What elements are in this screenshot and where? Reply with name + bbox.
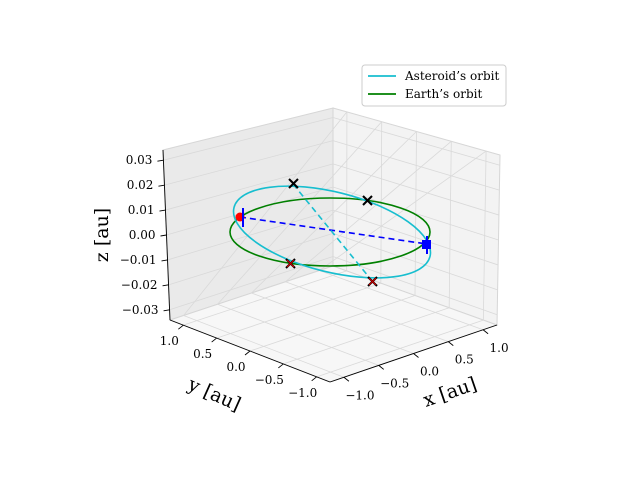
grid-line-z-left bbox=[167, 209, 334, 261]
z-tick-mark bbox=[157, 159, 164, 162]
y-tick-mark bbox=[178, 324, 184, 330]
marker-x-left-red bbox=[286, 259, 295, 268]
grid-line-y bbox=[183, 270, 347, 326]
z-tick-label: 0.00 bbox=[129, 228, 156, 242]
z-tick-label: 0.03 bbox=[126, 153, 153, 167]
grid-line-z-right bbox=[332, 163, 500, 216]
grid-line-x-back bbox=[251, 131, 417, 294]
dashed-lines bbox=[239, 183, 428, 283]
x-tick-mark bbox=[378, 365, 384, 370]
y-tick-label: −0.5 bbox=[255, 373, 284, 387]
legend-label-earth: Earth’s orbit bbox=[405, 87, 482, 101]
y-axis-label: y [au] bbox=[184, 373, 244, 416]
legend-box bbox=[361, 64, 507, 107]
grid-line-y bbox=[216, 282, 381, 339]
z-tick-label: −0.02 bbox=[121, 278, 158, 292]
marker-x-top bbox=[288, 178, 299, 189]
y-tick-mark bbox=[211, 337, 217, 343]
asteroid-orbit-line bbox=[232, 185, 432, 279]
cyan-dashed-line bbox=[292, 183, 374, 283]
y-tick-mark bbox=[244, 350, 251, 356]
legend: Asteroid’s orbit Earth’s orbit bbox=[361, 64, 507, 107]
z-tick-label: 0.01 bbox=[128, 203, 155, 217]
grid-line-z-left bbox=[168, 232, 334, 286]
grid-line-z-left bbox=[163, 117, 334, 161]
z-tick-mark bbox=[163, 309, 170, 312]
grid-line-z-right bbox=[332, 232, 498, 291]
z-tick-mark bbox=[160, 234, 167, 237]
blue-dashed-line bbox=[239, 216, 428, 245]
marker-x-right bbox=[362, 195, 373, 206]
y-tick-label: 0.0 bbox=[226, 360, 245, 374]
grid-line-y bbox=[249, 295, 416, 352]
y-tick-mark bbox=[311, 376, 317, 382]
grid-line-x-back bbox=[285, 140, 452, 283]
z-tick-mark bbox=[161, 259, 168, 262]
x-tick-label: −1.0 bbox=[345, 388, 374, 402]
legend-label-asteroid: Asteroid’s orbit bbox=[404, 69, 499, 83]
z-tick-mark bbox=[159, 209, 166, 212]
y-tick-label: 0.5 bbox=[193, 347, 212, 361]
grid-line-x-back bbox=[183, 111, 348, 316]
grid-line-z-left bbox=[165, 163, 334, 211]
x-tick-label: −0.5 bbox=[380, 376, 409, 390]
grid-line-z-right bbox=[332, 256, 498, 316]
y-tick-mark bbox=[278, 363, 284, 369]
grid-line-z-right bbox=[332, 117, 500, 166]
grid-line-z-left bbox=[164, 140, 334, 186]
x-axis-label: x [au] bbox=[420, 373, 479, 412]
grid-line-x-back bbox=[217, 121, 383, 305]
x-tick-mark bbox=[482, 329, 489, 335]
axis-ticks: −1.0 −0.5 0.0 0.5 1.0 −1.0 −0.5 0.0 0.5 1.0 −0.03 −… bbox=[120, 153, 509, 402]
x-tick-mark bbox=[413, 353, 419, 358]
orbits bbox=[229, 185, 432, 279]
grid-line-z-right bbox=[332, 140, 500, 191]
z-tick-mark bbox=[158, 184, 165, 187]
grid-line-y bbox=[283, 307, 450, 365]
grid-line-z-right bbox=[332, 209, 499, 266]
y-tick-label: 1.0 bbox=[160, 334, 179, 348]
x-tick-label: 1.0 bbox=[490, 341, 509, 355]
z-tick-label: −0.03 bbox=[122, 303, 159, 317]
z-tick-label: 0.02 bbox=[127, 178, 154, 192]
x-tick-mark bbox=[448, 341, 454, 346]
z-axis-label: z [au] bbox=[91, 208, 113, 262]
earth-orbit-line bbox=[229, 197, 431, 267]
grid-line-y bbox=[316, 319, 484, 378]
y-tick-label: −1.0 bbox=[288, 386, 317, 400]
z-tick-mark bbox=[162, 284, 169, 287]
x-tick-label: 0.5 bbox=[455, 353, 474, 367]
x-tick-label: 0.0 bbox=[420, 365, 439, 379]
z-tick-label: −0.01 bbox=[120, 253, 157, 267]
x-tick-mark bbox=[343, 376, 350, 382]
marker-x-bottom-red bbox=[368, 277, 377, 286]
markers bbox=[235, 178, 431, 287]
